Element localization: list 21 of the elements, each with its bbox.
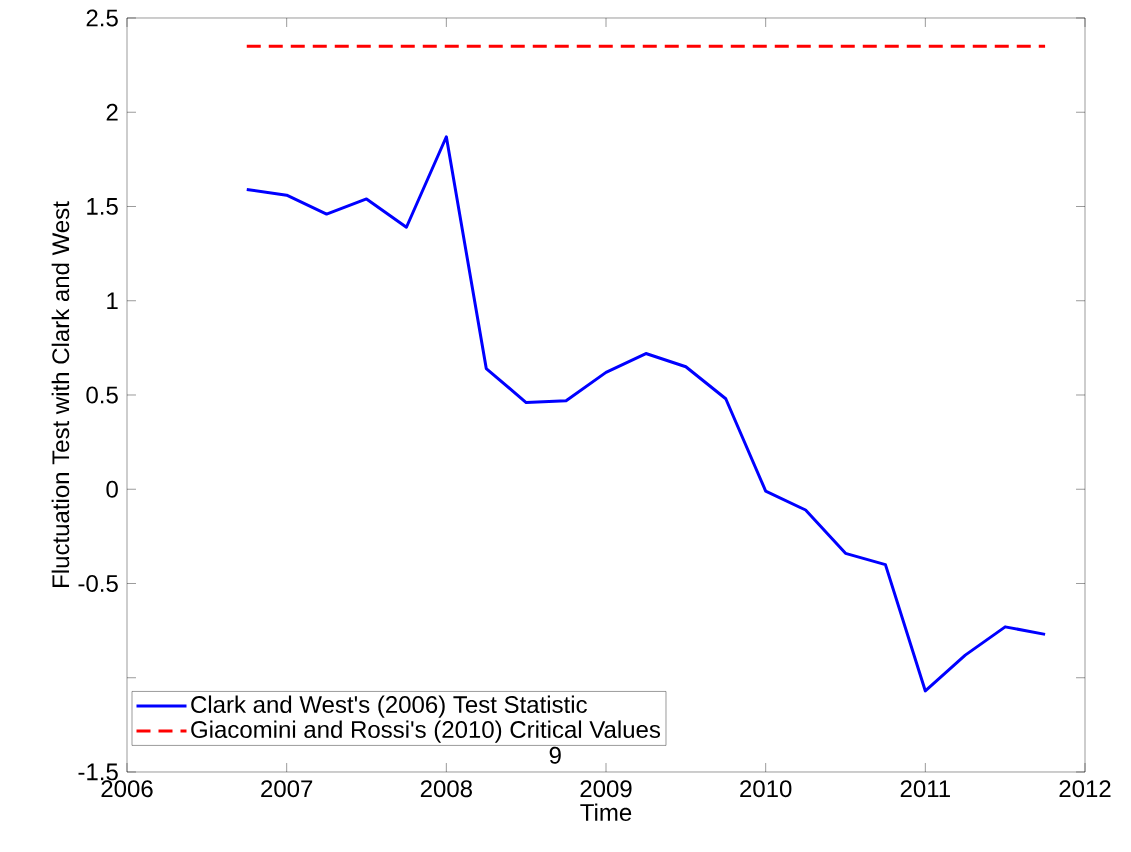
annotation: 9 bbox=[549, 746, 561, 764]
y-tick-label: 1 bbox=[107, 292, 118, 309]
y-tick-label: 0.5 bbox=[86, 386, 118, 404]
x-tick-label: 2011 bbox=[900, 780, 950, 798]
x-tick-label: 2006 bbox=[101, 780, 153, 798]
x-tick-label: 2009 bbox=[580, 780, 632, 798]
y-tick-label: -0.5 bbox=[78, 575, 118, 592]
y-tick-label: 1.5 bbox=[87, 198, 118, 215]
y-tick-label: 2.5 bbox=[86, 9, 118, 27]
y-tick-label: -1.5 bbox=[78, 763, 118, 781]
x-tick-label: 2012 bbox=[1059, 780, 1111, 798]
x-axis-title: Time bbox=[580, 803, 632, 822]
x-tick-label: 2007 bbox=[261, 780, 313, 798]
x-tick-label: 2010 bbox=[740, 780, 792, 798]
line-series bbox=[245, 135, 1047, 693]
x-tick-label: 2008 bbox=[420, 780, 472, 798]
y-tick-label: 0 bbox=[106, 480, 118, 498]
legend-label: Giacomini and Rossi's (2010) Critical Values bbox=[191, 720, 661, 743]
y-axis-title: Fluctuation Test with Clark and West bbox=[51, 201, 70, 587]
y-tick-label: 2 bbox=[106, 103, 118, 121]
legend-label: Clark and West's (2006) Test Statistic bbox=[191, 695, 587, 718]
